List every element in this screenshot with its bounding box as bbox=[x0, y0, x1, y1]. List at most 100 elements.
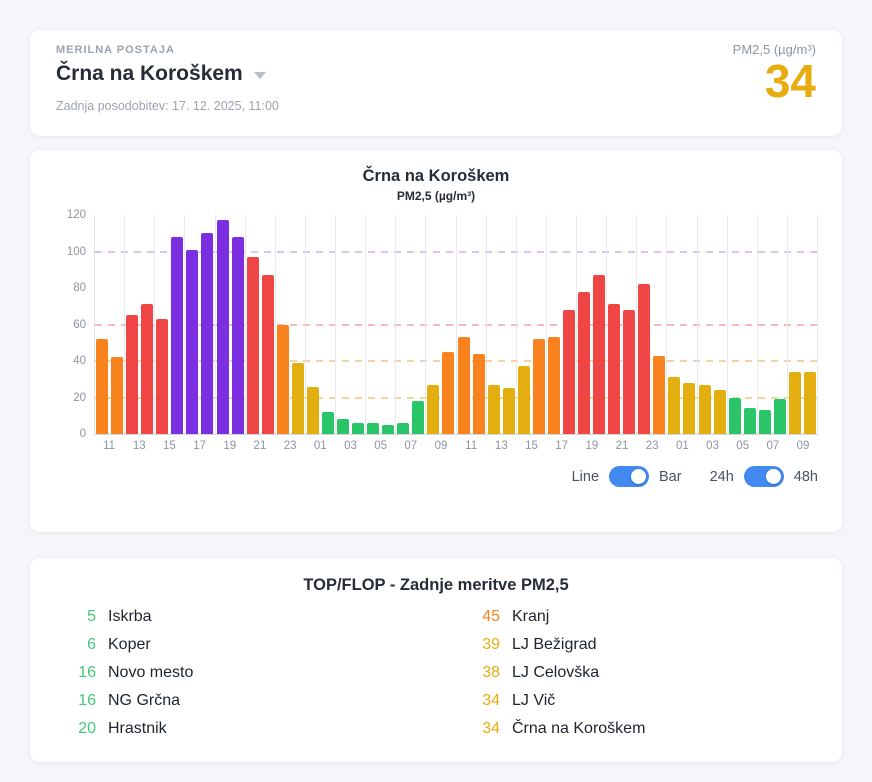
bar-43-06h[interactable] bbox=[743, 408, 756, 434]
station-selector[interactable]: Črna na Koroškem bbox=[56, 62, 266, 86]
line-bar-toggle[interactable] bbox=[609, 466, 650, 487]
chevron-down-icon bbox=[253, 72, 266, 79]
section-label: MERILNA POSTAJA bbox=[56, 44, 175, 56]
station-value: 34 bbox=[482, 720, 500, 737]
x-tick-label: 09 bbox=[434, 440, 448, 452]
bar-7-18h[interactable] bbox=[201, 233, 214, 434]
bar-21-08h[interactable] bbox=[412, 401, 425, 434]
bar-8-19h[interactable] bbox=[216, 220, 229, 434]
y-tick-label: 100 bbox=[66, 245, 86, 258]
bar-20-07h[interactable] bbox=[397, 423, 410, 434]
bar-1-12h[interactable] bbox=[111, 357, 124, 434]
bar-37-00h[interactable] bbox=[653, 355, 666, 434]
station-label: Iskrba bbox=[108, 608, 152, 625]
bar-32-19h[interactable] bbox=[578, 291, 591, 434]
x-tick-label: 19 bbox=[223, 440, 237, 452]
bar-22-09h[interactable] bbox=[427, 384, 440, 434]
station-value: 6 bbox=[87, 636, 96, 653]
bar-27-14h[interactable] bbox=[502, 388, 515, 434]
bar-25-12h[interactable] bbox=[472, 353, 485, 434]
bar-39-02h[interactable] bbox=[683, 382, 696, 434]
topflop-left-column: 5 Iskrba 6 Koper 16 Novo mesto 16 NG Grč… bbox=[72, 608, 436, 748]
bar-15-02h[interactable] bbox=[321, 412, 334, 434]
bar-29-16h[interactable] bbox=[532, 339, 545, 434]
bar-10-21h[interactable] bbox=[246, 256, 259, 434]
x-tick-label: 13 bbox=[132, 440, 146, 452]
list-item: 38 LJ Celovška bbox=[476, 664, 800, 692]
range-toggle[interactable] bbox=[743, 466, 784, 487]
chart-area: 0 20 40 60 80 100 120 bbox=[67, 209, 818, 440]
bar-14-01h[interactable] bbox=[306, 386, 319, 434]
bar-12-23h[interactable] bbox=[276, 324, 289, 434]
bar-34-21h[interactable] bbox=[608, 304, 621, 434]
x-tick-label: 21 bbox=[615, 440, 629, 452]
bar-17-04h[interactable] bbox=[352, 423, 365, 434]
bar-30-17h[interactable] bbox=[547, 337, 560, 434]
station-label: LJ Bežigrad bbox=[512, 636, 597, 653]
bar-36-23h[interactable] bbox=[638, 284, 651, 434]
bar-4-15h[interactable] bbox=[156, 319, 169, 434]
bar-19-06h[interactable] bbox=[382, 424, 395, 434]
x-tick-label: 11 bbox=[465, 440, 478, 452]
bar-2-13h[interactable] bbox=[126, 315, 139, 434]
bar-3-14h[interactable] bbox=[141, 304, 154, 434]
bar-group bbox=[216, 215, 246, 434]
x-tick-label: 07 bbox=[766, 440, 780, 452]
bar-41-04h[interactable] bbox=[713, 390, 726, 434]
bar-13-00h[interactable] bbox=[291, 362, 304, 434]
bar-group bbox=[426, 215, 457, 434]
bar-group bbox=[547, 215, 577, 434]
topflop-title: TOP/FLOP - Zadnje meritve PM2,5 bbox=[303, 576, 569, 594]
station-label: Kranj bbox=[512, 608, 550, 625]
bar-33-20h[interactable] bbox=[593, 275, 606, 434]
bar-24-11h[interactable] bbox=[457, 337, 470, 434]
station-value: 16 bbox=[78, 664, 96, 681]
x-tick-label: 03 bbox=[344, 440, 357, 452]
bar-40-03h[interactable] bbox=[698, 384, 711, 434]
station-label: Črna na Koroškem bbox=[512, 720, 646, 737]
bar-31-18h[interactable] bbox=[562, 309, 575, 434]
list-item: 34 Črna na Koroškem bbox=[476, 720, 800, 748]
bar-group bbox=[185, 215, 216, 434]
bar-35-22h[interactable] bbox=[623, 309, 636, 434]
bar-9-20h[interactable] bbox=[231, 236, 244, 434]
bar-26-13h[interactable] bbox=[487, 384, 500, 434]
x-tick-label: 15 bbox=[525, 440, 538, 452]
range-48h-label: 48h bbox=[793, 468, 818, 485]
y-tick-label: 80 bbox=[73, 282, 86, 295]
bar-46-09h[interactable] bbox=[788, 371, 801, 434]
threshold-line-100 bbox=[95, 250, 818, 253]
list-item: 5 Iskrba bbox=[72, 608, 436, 636]
y-tick-label: 40 bbox=[73, 355, 86, 368]
bar-group bbox=[155, 215, 186, 434]
x-tick-label: 01 bbox=[313, 440, 327, 452]
station-value: 20 bbox=[78, 720, 96, 737]
bar-group bbox=[698, 215, 728, 434]
topflop-right-column: 45 Kranj 39 LJ Bežigrad 38 LJ Celovška 3… bbox=[436, 608, 800, 748]
bar-18-05h[interactable] bbox=[367, 423, 380, 434]
bar-44-07h[interactable] bbox=[758, 410, 771, 434]
bar-16-03h[interactable] bbox=[337, 419, 350, 434]
bar-28-15h[interactable] bbox=[517, 366, 530, 434]
bar-23-10h[interactable] bbox=[442, 351, 455, 434]
chart-card: Črna na Koroškem PM2,5 (µg/m³) 0 20 40 60 80… bbox=[30, 150, 842, 532]
bar-6-17h[interactable] bbox=[186, 249, 199, 434]
threshold-line-40 bbox=[95, 360, 818, 363]
line-label: Line bbox=[571, 468, 600, 485]
station-value: 39 bbox=[482, 636, 500, 653]
chart-subtitle: PM2,5 (µg/m³) bbox=[396, 189, 476, 203]
bar-group bbox=[667, 215, 698, 434]
last-update: Zadnja posodobitev: 17. 12. 2025, 11:00 bbox=[56, 99, 279, 113]
bar-45-08h[interactable] bbox=[773, 399, 786, 434]
bar-group bbox=[336, 215, 367, 434]
bar-47-10h[interactable] bbox=[803, 371, 816, 434]
y-tick-label: 0 bbox=[79, 428, 86, 440]
bar-42-05h[interactable] bbox=[728, 397, 741, 434]
threshold-line-20 bbox=[95, 396, 818, 399]
bar-5-16h[interactable] bbox=[171, 236, 184, 434]
bar-0-11h[interactable] bbox=[96, 339, 109, 434]
chart-bars bbox=[95, 215, 818, 434]
bar-38-01h[interactable] bbox=[668, 377, 681, 434]
bar-11-22h[interactable] bbox=[261, 275, 274, 434]
chart-plot: 0 20 40 60 80 100 120 bbox=[67, 209, 818, 440]
